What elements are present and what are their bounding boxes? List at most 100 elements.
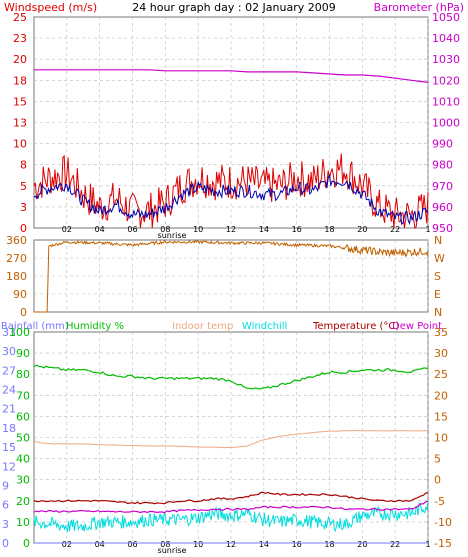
temperature-line: [33, 491, 429, 505]
x-tick: 08: [160, 225, 170, 234]
x-tick: 10: [193, 225, 203, 234]
rainfall-tick: 27: [2, 364, 16, 377]
sunrise-label: sunrise: [158, 231, 187, 240]
x-tick: 14: [259, 540, 269, 549]
x-tick: 02: [62, 540, 72, 549]
direction-tick: 90: [13, 288, 27, 301]
direction-tick: 180: [6, 270, 27, 283]
windspeed-tick: 23: [13, 32, 27, 45]
windspeed-tick: 13: [13, 117, 27, 130]
dewpoint-label: Dew Point: [392, 321, 442, 332]
wind-direction-line: [34, 239, 429, 313]
temperature-tick: -10: [434, 516, 452, 529]
windspeed-label: Windspeed (m/s): [4, 1, 97, 14]
windspeed-tick: 5: [20, 180, 27, 193]
x-tick: 06: [127, 540, 137, 549]
compass-tick: W: [434, 252, 445, 265]
x-tick: 08: [160, 540, 170, 549]
x-tick: 20: [357, 225, 367, 234]
wind-average-line: [33, 174, 429, 226]
humidity-tick: 10: [16, 516, 30, 529]
barometer-tick: 1050: [432, 11, 460, 24]
barometer-ticks: 1050 1040 1030 1020 1010 1000 990 980 970 960 950: [432, 11, 460, 235]
temperature-series: [33, 364, 429, 544]
compass-tick: N: [434, 306, 442, 319]
temperature-tick: -5: [434, 495, 445, 508]
x-tick: 18: [324, 540, 334, 549]
x-tick: 06: [127, 225, 137, 234]
humidity-tick: 70: [16, 389, 30, 402]
rainfall-tick: 18: [2, 422, 16, 435]
temperature-panel: Rainfall (mm) Humidity % Indoor temp Win…: [1, 321, 452, 555]
rainfall-tick: 6: [2, 499, 9, 512]
x-tick: 22: [390, 225, 400, 234]
windspeed-tick: 3: [20, 201, 27, 214]
wind-x-ticks: 02 04 06 08 10 12 14 16 18 20 22 1: [62, 225, 431, 234]
humidity-tick: 40: [16, 453, 30, 466]
x-tick: 04: [95, 540, 105, 549]
chart-title: 24 hour graph day : 02 January 2009: [132, 1, 336, 14]
x-tick: 14: [259, 225, 269, 234]
indoor-temp-line: [33, 429, 429, 449]
rainfall-tick: 33: [2, 326, 16, 339]
direction-series: [34, 239, 429, 313]
temperature-tick: 5: [434, 453, 441, 466]
x-tick: 12: [226, 225, 236, 234]
x-tick: 22: [390, 540, 400, 549]
wind-series: [33, 69, 429, 230]
humidity-tick: 30: [16, 474, 30, 487]
indoor-temp-label: Indoor temp: [172, 321, 233, 332]
temperature-x-ticks: 02 04 06 08 10 12 14 16 18 20 22 1: [62, 540, 431, 549]
windspeed-tick: 8: [20, 159, 27, 172]
barometer-tick: 1030: [432, 53, 460, 66]
humidity-tick: 80: [16, 368, 30, 381]
windspeed-tick: 25: [13, 11, 27, 24]
direction-grid: [34, 240, 429, 312]
rainfall-tick: 30: [2, 345, 16, 358]
rainfall-tick: 3: [2, 518, 9, 531]
compass-tick: S: [434, 270, 441, 283]
windspeed-tick: 18: [13, 74, 27, 87]
windspeed-tick: 10: [13, 138, 27, 151]
direction-tick: 0: [20, 306, 27, 319]
humidity-tick: 90: [16, 347, 30, 360]
rainfall-label: Rainfall (mm): [1, 321, 69, 332]
x-tick: 18: [324, 225, 334, 234]
barometer-tick: 970: [432, 180, 453, 193]
temperature-tick: 15: [434, 410, 448, 423]
direction-degree-ticks: 360 270 180 90 0: [6, 234, 27, 319]
windspeed-tick: 20: [13, 53, 27, 66]
barometer-tick: 1040: [432, 32, 460, 45]
barometer-tick: 950: [432, 222, 453, 235]
humidity-tick: 50: [16, 432, 30, 445]
rainfall-tick: 24: [2, 384, 16, 397]
x-tick: 1: [425, 225, 430, 234]
humidity-tick: 100: [9, 326, 30, 339]
barometer-label: Barometer (hPa): [374, 1, 464, 14]
temperature-tick: 30: [434, 347, 448, 360]
x-tick: 12: [226, 540, 236, 549]
windchill-label: Windchill: [242, 321, 287, 332]
humidity-line: [33, 364, 429, 390]
x-tick: 02: [62, 225, 72, 234]
barometer-tick: 960: [432, 201, 453, 214]
barometer-tick: 1000: [432, 117, 460, 130]
barometer-tick: 990: [432, 138, 453, 151]
sunrise-label-bottom: sunrise: [158, 546, 187, 555]
x-tick: 10: [193, 540, 203, 549]
rainfall-tick: 12: [2, 460, 16, 473]
humidity-label: Humidity %: [66, 321, 124, 332]
direction-tick: 360: [6, 234, 27, 247]
x-tick: 1: [425, 540, 430, 549]
x-tick: 20: [357, 540, 367, 549]
barometer-tick: 1020: [432, 74, 460, 87]
x-tick: 04: [95, 225, 105, 234]
rainfall-tick: 15: [2, 441, 16, 454]
humidity-tick: 0: [23, 537, 30, 550]
temperature-tick: 20: [434, 389, 448, 402]
temperature-tick: 25: [434, 368, 448, 381]
